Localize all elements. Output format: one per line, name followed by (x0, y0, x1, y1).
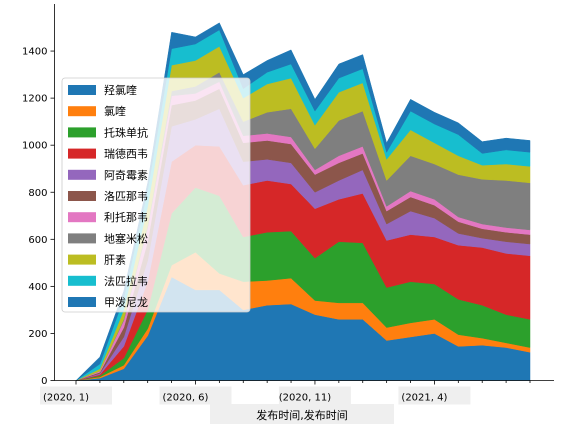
y-tick-label: 600 (28, 235, 47, 246)
legend-swatch (68, 148, 96, 159)
legend-label: 阿奇霉素 (104, 169, 148, 182)
y-ticks: 0 200 400 600 800 1000 1200 1400 (22, 47, 55, 387)
legend-box (61, 77, 251, 313)
x-axis-label: 发布时间,发布时间 (256, 408, 348, 422)
x-tick-label: (2020, 6) (162, 393, 208, 404)
legend-label: 甲泼尼龙 (104, 296, 148, 309)
y-tick-label: 800 (28, 188, 47, 199)
legend-swatch (68, 127, 96, 138)
x-tick-label-background (278, 386, 351, 405)
legend-label: 利托那韦 (104, 210, 148, 224)
y-tick-label: 400 (28, 282, 47, 293)
area-series-11 (75, 22, 531, 381)
x-tick-label: (2020, 11) (279, 393, 331, 404)
x-tick-label-background (398, 386, 471, 405)
legend-label: 羟氯喹 (104, 83, 137, 97)
legend-swatch (68, 106, 96, 117)
legend-swatch (68, 85, 96, 95)
legend-swatch (68, 297, 96, 307)
legend-label: 瑞德西韦 (104, 147, 148, 161)
legend-label: 托珠单抗 (104, 125, 148, 139)
x-tick-label: (2021, 4) (401, 393, 447, 404)
x-tick-label-background (40, 386, 112, 405)
legend-label: 洛匹那韦 (104, 189, 148, 203)
x-ticks: (2020, 1) (2020, 6) (2020, 11) (2021, 4) (40, 380, 531, 405)
legend-swatch (68, 212, 96, 223)
legend-swatch (68, 254, 96, 265)
y-tick-label: 1400 (22, 47, 47, 58)
legend-swatch (68, 191, 96, 201)
legend-label: 氯喹 (104, 104, 126, 118)
legend-label: 法匹拉韦 (104, 274, 148, 288)
y-tick-label: 1000 (22, 141, 47, 152)
legend-swatch (68, 169, 96, 180)
x-tick-label: (2020, 1) (43, 393, 89, 404)
y-tick-label: 200 (28, 329, 47, 340)
legend-label: 肝素 (104, 254, 126, 267)
y-tick-label: 0 (41, 376, 47, 387)
legend-swatch (68, 275, 96, 286)
legend-label: 地塞米松 (104, 231, 148, 245)
y-tick-label: 1200 (22, 94, 47, 105)
legend-swatch (68, 233, 96, 244)
x-tick-label-background (159, 386, 232, 405)
x-axis-label-group: 发布时间,发布时间 (210, 404, 394, 424)
